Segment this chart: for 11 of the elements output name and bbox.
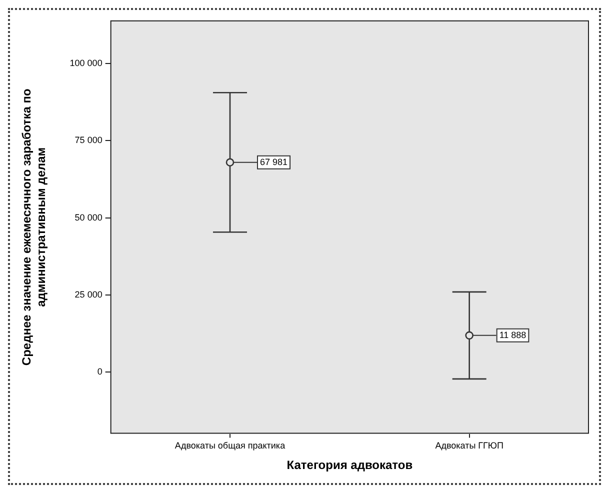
y-tick-label: 100 000 <box>70 58 102 68</box>
x-tick-label: Адвокаты ГГЮП <box>435 440 504 451</box>
y-axis-title: Среднее значение ежемесячного заработка по административным делам <box>20 88 48 366</box>
y-tick-label: 50 000 <box>74 212 102 222</box>
data-label: 11 888 <box>499 330 526 340</box>
y-tick-label: 75 000 <box>74 135 102 146</box>
data-label: 67 981 <box>260 156 288 167</box>
y-tick-label: 25 000 <box>74 289 102 300</box>
y-tick-label: 0 <box>97 366 102 377</box>
x-tick-label: Адвокаты общая практика <box>174 440 286 451</box>
x-axis-title: Категория адвокатов <box>286 458 413 472</box>
